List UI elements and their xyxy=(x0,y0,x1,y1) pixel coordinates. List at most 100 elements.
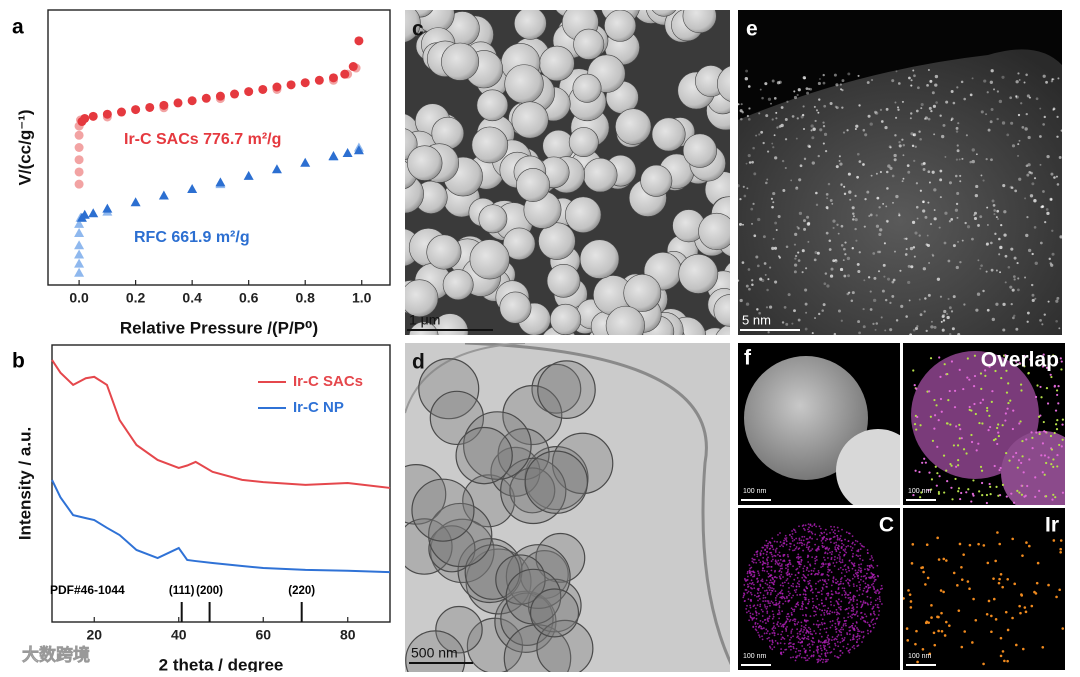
dot xyxy=(813,524,816,526)
atom xyxy=(908,299,911,302)
data-point xyxy=(187,96,197,106)
dot xyxy=(863,587,866,590)
atom xyxy=(1033,198,1037,203)
dot xyxy=(1039,385,1042,389)
atom xyxy=(957,122,960,125)
atom xyxy=(894,134,897,137)
dot xyxy=(877,592,880,595)
dot xyxy=(841,594,844,596)
dot xyxy=(767,586,770,589)
dot xyxy=(821,618,824,621)
dot xyxy=(1021,647,1025,651)
dot xyxy=(810,654,813,657)
scale-bar-label: 500 nm xyxy=(411,645,458,661)
atom xyxy=(840,224,844,228)
dot xyxy=(795,546,798,548)
atom xyxy=(943,241,947,245)
dot xyxy=(1042,420,1045,424)
atom xyxy=(800,115,804,119)
dot xyxy=(973,354,977,357)
dot xyxy=(847,532,850,535)
dot xyxy=(761,620,764,623)
dot xyxy=(852,635,855,638)
dot xyxy=(817,569,820,572)
dot xyxy=(854,625,857,627)
dot xyxy=(867,568,870,571)
dot xyxy=(933,643,937,647)
atom xyxy=(961,239,964,242)
atom xyxy=(886,220,889,223)
data-line xyxy=(51,359,391,489)
dot xyxy=(1061,418,1064,421)
atom xyxy=(814,317,816,319)
atom xyxy=(755,255,759,259)
dot xyxy=(1050,463,1053,466)
dot xyxy=(869,613,872,616)
atom xyxy=(770,197,774,200)
atom xyxy=(882,203,885,205)
atom xyxy=(976,292,981,296)
atom xyxy=(856,262,860,266)
atom xyxy=(795,186,799,190)
dot xyxy=(823,627,826,630)
data-point xyxy=(74,130,84,140)
dot xyxy=(870,555,873,557)
atom xyxy=(959,260,962,264)
sphere xyxy=(911,351,1039,479)
dot xyxy=(1023,606,1027,609)
dot xyxy=(998,468,1001,472)
sphere xyxy=(426,234,462,270)
atom xyxy=(761,278,765,282)
atom xyxy=(919,313,923,317)
dot xyxy=(1001,585,1004,589)
dot xyxy=(847,581,850,584)
dot xyxy=(804,624,807,627)
dot xyxy=(788,599,790,602)
dot xyxy=(822,563,825,566)
legend-label: Ir-C NP xyxy=(293,399,344,416)
data-point xyxy=(258,84,268,94)
atom xyxy=(785,245,789,249)
dot xyxy=(861,605,863,608)
dot xyxy=(821,623,824,626)
atom xyxy=(1027,248,1032,253)
dot xyxy=(870,621,873,623)
data-point xyxy=(342,148,353,157)
legend-label: Ir-C SACs xyxy=(293,373,363,390)
atom xyxy=(900,304,904,308)
atom xyxy=(916,325,919,328)
atom xyxy=(1043,115,1046,119)
dot xyxy=(790,535,793,538)
atom xyxy=(1033,177,1037,180)
dot xyxy=(759,605,762,608)
atom xyxy=(739,298,743,303)
atom xyxy=(867,114,871,118)
atom xyxy=(875,214,878,217)
dot xyxy=(837,588,840,590)
particle xyxy=(505,544,571,610)
atom xyxy=(774,280,778,284)
atom xyxy=(898,141,901,144)
data-point xyxy=(272,82,282,92)
panel-letter: c xyxy=(412,18,424,41)
dot xyxy=(837,620,839,623)
dot xyxy=(937,629,940,633)
dot xyxy=(754,607,757,610)
atom xyxy=(791,115,795,118)
dot xyxy=(982,544,986,547)
atom xyxy=(956,149,960,153)
dot xyxy=(1036,561,1040,565)
dot xyxy=(770,560,773,563)
atom xyxy=(982,289,985,293)
data-point xyxy=(88,208,99,218)
dot xyxy=(1001,650,1005,653)
dot xyxy=(866,589,869,591)
dot xyxy=(758,598,761,600)
dot xyxy=(766,619,769,621)
atom xyxy=(885,205,888,208)
dot xyxy=(926,390,929,393)
data-line xyxy=(51,479,391,574)
dot xyxy=(813,630,816,632)
dot xyxy=(825,658,827,661)
dot xyxy=(773,540,776,543)
